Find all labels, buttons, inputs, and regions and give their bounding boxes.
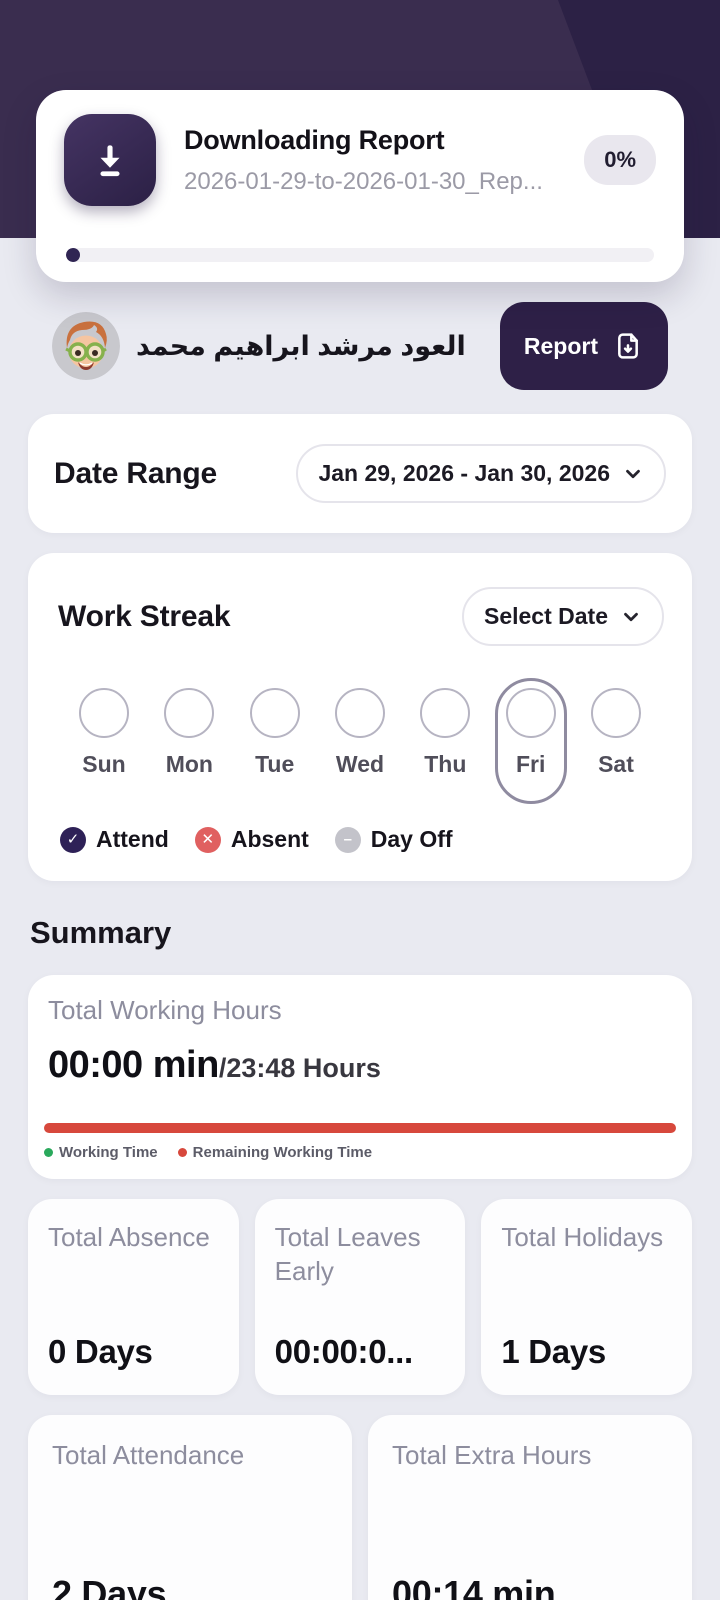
day-status-circle xyxy=(79,688,129,738)
summary-small-cards: Total Absence 0 Days Total Leaves Early … xyxy=(28,1199,692,1395)
download-progress-bar xyxy=(66,248,654,262)
selected-day-outline xyxy=(494,678,567,804)
total-working-hours-card: Total Working Hours 00:00 min /23:48 Hou… xyxy=(28,975,692,1179)
date-range-title: Date Range xyxy=(54,456,218,490)
day-fri-selected[interactable]: Fri xyxy=(493,678,569,804)
download-progress-fill xyxy=(66,248,80,262)
day-thu[interactable]: Thu xyxy=(407,688,483,778)
day-sun[interactable]: Sun xyxy=(66,688,142,778)
select-date-label: Select Date xyxy=(483,603,608,629)
day-status-circle xyxy=(249,688,300,738)
summary-bottom-cards: Total Attendance 2 Days Total Extra Hour… xyxy=(28,1415,692,1600)
avatar xyxy=(52,312,120,380)
day-status-circle xyxy=(590,688,641,738)
legend-dayoff: – Day Off xyxy=(334,826,453,853)
work-streak-card: Work Streak Select Date Sun Mon Tue xyxy=(28,553,692,881)
chevron-down-icon xyxy=(620,606,642,628)
date-range-dropdown[interactable]: Jan 29, 2026 - Jan 30, 2026 xyxy=(296,444,666,503)
date-range-value: Jan 29, 2026 - Jan 30, 2026 xyxy=(318,460,610,486)
file-download-icon xyxy=(612,330,644,362)
download-title: Downloading Report xyxy=(184,124,445,155)
total-extra-hours-card: Total Extra Hours 00:14 min xyxy=(368,1415,692,1600)
total-leaves-early-card: Total Leaves Early 00:00:0... xyxy=(254,1199,466,1395)
chevron-down-icon xyxy=(622,463,644,485)
day-tue[interactable]: Tue xyxy=(237,688,313,778)
day-mon[interactable]: Mon xyxy=(151,688,227,778)
minus-circle-icon: – xyxy=(334,826,361,853)
profile-row: العود مرشد ابراهيم محمد Report xyxy=(28,302,692,390)
total-absence-card: Total Absence 0 Days xyxy=(28,1199,239,1395)
day-status-circle xyxy=(164,688,215,738)
streak-legend: ✓ Attend ✕ Absent – Day Off xyxy=(52,826,668,853)
day-status-circle xyxy=(334,688,385,738)
check-badge-icon: ✓ xyxy=(60,826,86,853)
working-hours-value: 00:00 min xyxy=(48,1044,219,1086)
legend-attend: ✓ Attend xyxy=(60,826,169,853)
red-dot-icon xyxy=(177,1148,187,1157)
download-filename: 2026-01-29-to-2026-01-30_Rep... xyxy=(184,167,543,195)
total-holidays-card: Total Holidays 1 Days xyxy=(481,1199,692,1395)
day-wed[interactable]: Wed xyxy=(322,688,398,778)
x-circle-icon: ✕ xyxy=(194,826,221,853)
green-dot-icon xyxy=(44,1148,53,1157)
total-attendance-card: Total Attendance 2 Days xyxy=(28,1415,352,1600)
select-date-dropdown[interactable]: Select Date xyxy=(461,587,664,646)
work-streak-title: Work Streak xyxy=(58,599,231,633)
working-hours-legend: Working Time Remaining Working Time xyxy=(44,1144,676,1161)
legend-working-time: Working Time xyxy=(44,1144,158,1161)
working-hours-progress-bar xyxy=(44,1123,676,1133)
report-button-label: Report xyxy=(523,332,598,359)
day-status-circle xyxy=(420,688,471,738)
employee-name: العود مرشد ابراهيم محمد xyxy=(136,330,466,361)
download-icon xyxy=(64,114,156,206)
legend-absent: ✕ Absent xyxy=(194,826,309,853)
download-percent-badge: 0% xyxy=(584,135,656,185)
downloading-report-card: Downloading Report 2026-01-29-to-2026-01… xyxy=(36,90,684,282)
working-hours-total: /23:48 Hours xyxy=(218,1053,381,1083)
legend-remaining-working-time: Remaining Working Time xyxy=(177,1144,372,1161)
report-button[interactable]: Report xyxy=(499,302,668,390)
working-hours-label: Total Working Hours xyxy=(48,995,282,1025)
date-range-card: Date Range Jan 29, 2026 - Jan 30, 2026 xyxy=(28,414,692,533)
summary-heading: Summary xyxy=(30,915,172,950)
week-days-row: Sun Mon Tue Wed Thu Fri xyxy=(52,676,668,804)
day-sat[interactable]: Sat xyxy=(578,688,654,778)
